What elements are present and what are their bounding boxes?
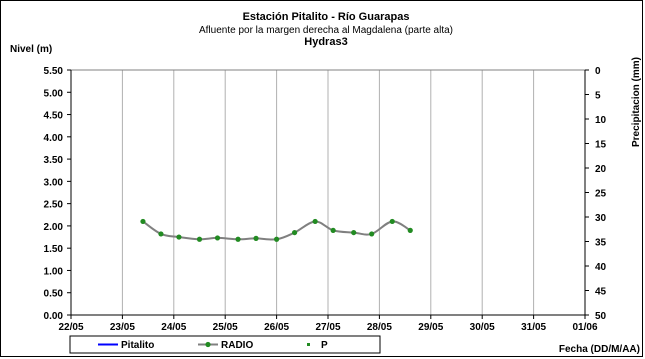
legend-marker-p	[307, 343, 310, 346]
data-point-radio	[176, 234, 182, 240]
x-tick-label: 31/05	[521, 322, 546, 333]
data-point-radio	[235, 236, 241, 242]
y2-tick-label: 25	[595, 189, 607, 200]
chart-subtitle: Afluente por la margen derecha al Magdal…	[199, 25, 453, 36]
y2-tick-label: 0	[595, 66, 601, 77]
y-tick-label: 2.50	[44, 200, 64, 211]
data-point-radio	[312, 218, 318, 225]
data-point-radio	[291, 229, 298, 236]
data-point-radio	[369, 231, 375, 237]
x-tick-label: 29/05	[418, 322, 443, 333]
y-tick-label: 5.50	[44, 66, 64, 77]
x-tick-label: 24/05	[161, 322, 186, 333]
data-point-radio	[253, 235, 259, 241]
y-tick-label: 0.50	[44, 289, 64, 300]
y2-tick-label: 35	[595, 238, 607, 249]
y-tick-label: 2.00	[44, 222, 64, 233]
x-axis-label: Fecha (DD/M/AA)	[559, 344, 640, 355]
y2-tick-label: 20	[595, 164, 607, 175]
y-tick-label: 1.00	[44, 266, 64, 277]
x-tick-label: 30/05	[470, 322, 495, 333]
data-point-radio	[158, 231, 164, 237]
y-axis-label: Nivel (m)	[10, 44, 52, 55]
data-point-radio	[407, 227, 413, 233]
y2-ticks: 0 5 10 15 20 25 30 35 40 45 50	[585, 66, 607, 322]
y-tick-label: 3.00	[44, 177, 64, 188]
x-tick-label: 27/05	[315, 322, 340, 333]
data-point-radio	[389, 218, 395, 225]
legend: Pitalito RADIO P	[69, 335, 381, 354]
legend-marker-radio	[205, 341, 211, 348]
y2-tick-label: 10	[595, 115, 607, 126]
legend-label-radio: RADIO	[221, 340, 253, 351]
data-point-radio	[330, 227, 336, 233]
x-tick-label: 23/05	[110, 322, 135, 333]
legend-label-p: P	[321, 340, 328, 351]
data-point-radio	[351, 229, 357, 236]
x-ticks: 22/05 23/05 24/05 25/05 26/05 27/05 28/05 29/05…	[58, 315, 598, 333]
y-tick-label: 0.00	[44, 311, 64, 322]
y2-tick-label: 45	[595, 287, 607, 298]
y2-tick-label: 5	[595, 91, 601, 102]
data-point-radio	[196, 236, 203, 242]
y2-tick-label: 40	[595, 262, 607, 273]
y2-tick-label: 15	[595, 140, 607, 151]
x-tick-label: 28/05	[367, 322, 392, 333]
x-tick-label: 26/05	[264, 322, 289, 333]
data-point-radio	[274, 236, 280, 242]
legend-label-pitalito: Pitalito	[121, 340, 154, 351]
y-tick-label: 4.00	[44, 133, 64, 144]
data-point-radio	[140, 218, 146, 225]
y2-tick-label: 30	[595, 213, 607, 224]
y-tick-label: 5.00	[44, 88, 64, 99]
y-tick-label: 4.50	[44, 111, 64, 122]
y-tick-label: 3.50	[44, 155, 64, 166]
y2-axis-label: Precipitacion (mm)	[631, 57, 642, 147]
x-tick-label: 22/05	[58, 322, 83, 333]
x-tick-label: 25/05	[213, 322, 238, 333]
data-point-radio	[214, 235, 221, 241]
chart-title: Estación Pitalito - Río Guarapas	[243, 11, 410, 23]
grid-lines	[121, 70, 535, 315]
y-ticks: 0.00 0.50 1.00 1.50 2.00 2.50 3.00 3.50 4.00 4.50…	[44, 66, 71, 322]
legend-box	[69, 335, 381, 354]
y-tick-label: 1.50	[44, 244, 64, 255]
x-tick-label: 01/06	[572, 322, 597, 333]
chart-subtitle-2: Hydras3	[304, 36, 347, 48]
series-layer	[140, 218, 413, 242]
y2-tick-label: 50	[595, 311, 607, 322]
